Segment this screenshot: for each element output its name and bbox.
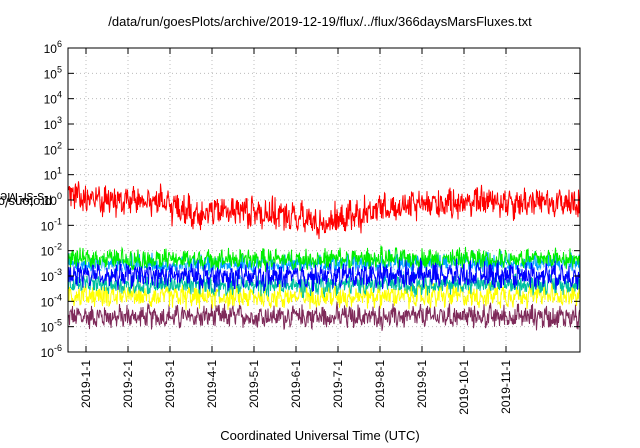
x-axis-label: Coordinated Universal Time (UTC)	[220, 428, 420, 443]
x-tick-label: 2019-6-1	[289, 360, 303, 408]
y-tick-label: 105	[44, 64, 62, 81]
series-line-4	[68, 245, 580, 273]
x-tick-label: 2019-5-1	[247, 360, 261, 408]
series-line-3	[68, 249, 580, 280]
y-tick-label: 103	[44, 115, 62, 132]
y-tick-label: 106	[44, 39, 62, 56]
series-line-0	[68, 302, 580, 331]
y-tick-label: 10-5	[41, 318, 62, 335]
x-tick-label: 2019-1-1	[79, 360, 93, 408]
x-tick-label: 2019-3-1	[163, 360, 177, 408]
y-tick-label: 101	[44, 166, 62, 183]
x-tick-label: 2019-2-1	[121, 360, 135, 408]
y-tick-label: 100	[44, 191, 62, 208]
y-tick-label: 10-6	[41, 343, 62, 360]
x-tick-label: 2019-7-1	[331, 360, 345, 408]
series-line-6	[68, 258, 580, 292]
x-tick-label: 2019-4-1	[205, 360, 219, 408]
y-tick-label: 104	[44, 90, 62, 107]
chart-title: /data/run/goesPlots/archive/2019-12-19/f…	[108, 14, 532, 29]
x-tick-label: 2019-8-1	[373, 360, 387, 408]
y-tick-label: 10-2	[41, 242, 62, 259]
series-line-7	[68, 181, 580, 240]
y-tick-label: 10-3	[41, 267, 62, 284]
x-tick-label: 2019-9-1	[415, 360, 429, 408]
y-tick-label: 10-4	[41, 292, 62, 309]
series-line-1	[68, 281, 580, 311]
series-line-2	[68, 269, 580, 298]
y-tick-label: 10-1	[41, 216, 62, 233]
x-tick-label: 2019-10-1	[457, 360, 471, 415]
y-tick-label: 102	[44, 140, 62, 157]
x-tick-label: 2019-11-1	[499, 360, 513, 414]
